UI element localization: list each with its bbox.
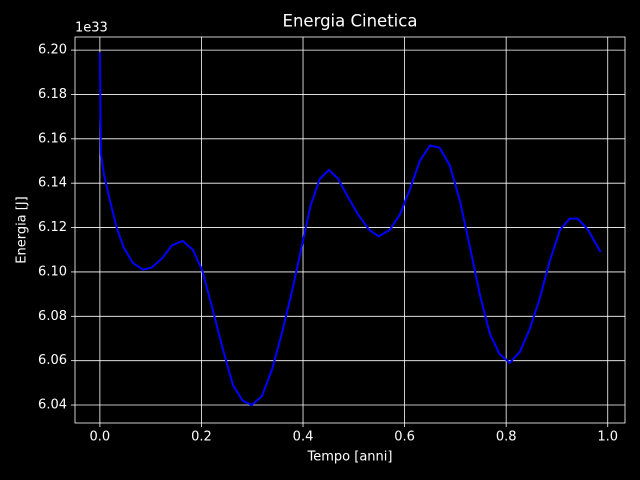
x-tick-label: 0.2	[191, 430, 212, 445]
x-tick-label: 0.0	[90, 430, 111, 445]
y-tick-label: 6.18	[38, 87, 67, 102]
x-tick-label: 0.4	[293, 430, 314, 445]
x-tick-label: 0.8	[496, 430, 517, 445]
y-offset-label: 1e33	[75, 21, 108, 36]
y-tick-label: 6.08	[38, 309, 67, 324]
x-axis-label: Tempo [anni]	[307, 450, 393, 465]
plot-frame	[74, 36, 626, 424]
x-tick-label: 0.6	[394, 430, 415, 445]
y-tick-label: 6.06	[38, 353, 67, 368]
y-tick-label: 6.04	[38, 398, 67, 413]
y-tick-label: 6.12	[38, 220, 67, 235]
line-series	[98, 52, 602, 407]
y-tick-label: 6.14	[38, 176, 67, 191]
y-tick-label: 6.16	[38, 131, 67, 146]
y-tick-label: 6.20	[38, 43, 67, 58]
chart-title: Energia Cinetica	[283, 12, 418, 31]
y-axis-label: Energia [J]	[15, 196, 30, 264]
y-tick-label: 6.10	[38, 264, 67, 279]
x-tick-label: 1.0	[597, 430, 618, 445]
